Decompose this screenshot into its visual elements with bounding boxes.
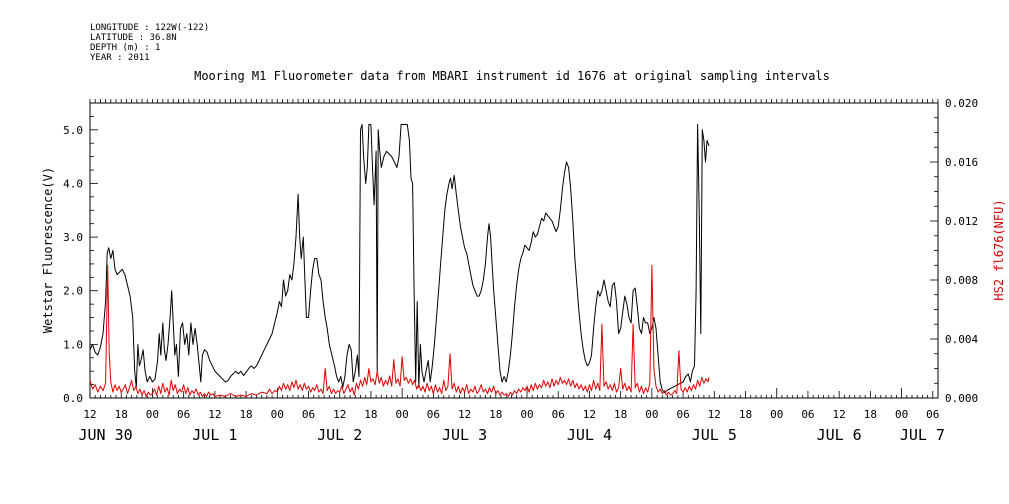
x-hour-label: 00	[895, 408, 908, 421]
left-tick-label: 4.0	[63, 177, 83, 190]
left-tick-label: 1.0	[63, 338, 83, 351]
metadata-longitude: LONGITUDE : 122W(-122)	[90, 23, 209, 33]
series-layer	[89, 124, 710, 397]
x-hour-label: 06	[177, 408, 190, 421]
right-tick-label: 0.000	[945, 392, 978, 405]
x-hour-label: 12	[208, 408, 221, 421]
x-hour-label: 12	[83, 408, 96, 421]
x-hour-label: 12	[333, 408, 346, 421]
x-hour-label: 06	[801, 408, 814, 421]
metadata-year: YEAR : 2011	[90, 53, 150, 63]
x-day-label: JUL 3	[442, 426, 487, 444]
x-day-label: JUL 1	[192, 426, 237, 444]
x-hour-label: 00	[770, 408, 783, 421]
x-hour-label: 12	[583, 408, 596, 421]
x-day-label: JUL 7	[900, 426, 945, 444]
right-tick-label: 0.004	[945, 333, 978, 346]
x-hour-label: 00	[396, 408, 409, 421]
x-hour-label: 06	[427, 408, 440, 421]
left-axis-title: Wetstar Fluorescence(V)	[41, 167, 55, 333]
x-hour-label: 18	[489, 408, 502, 421]
x-hour-label: 06	[926, 408, 939, 421]
left-tick-label: 3.0	[63, 231, 83, 244]
x-hour-label: 18	[614, 408, 627, 421]
x-hour-label: 18	[364, 408, 377, 421]
x-hour-label: 18	[115, 408, 128, 421]
series-line-hs2	[89, 264, 710, 397]
right-axis: 0.000 0.004 0.008 0.012 0.016 0.020	[930, 97, 978, 405]
x-day-label: JUN 30	[79, 426, 133, 444]
chart-title: Mooring M1 Fluorometer data from MBARI i…	[194, 69, 830, 83]
x-hour-label: 00	[146, 408, 159, 421]
top-minor-ticks	[89, 99, 939, 103]
x-hour-label: 18	[864, 408, 877, 421]
x-hour-label: 12	[458, 408, 471, 421]
plot-border	[89, 102, 939, 399]
series-line-wetstar	[89, 124, 710, 394]
metadata-block: LONGITUDE : 122W(-122) LATITUDE : 36.8N …	[90, 23, 209, 63]
right-tick-label: 0.012	[945, 215, 978, 228]
left-tick-label: 2.0	[63, 285, 83, 298]
x-day-label: JUL 6	[817, 426, 862, 444]
x-hour-label: 06	[676, 408, 689, 421]
x-axis: 12 18 00 06 12 18 00 06 12 18 00 06 12 18 00 06 12 18 00 06…	[79, 388, 945, 444]
x-hour-label: 00	[520, 408, 533, 421]
x-day-label: JUL 4	[567, 426, 612, 444]
x-day-label: JUL 5	[692, 426, 737, 444]
x-hour-label: 06	[552, 408, 565, 421]
x-day-label: JUL 2	[317, 426, 362, 444]
right-axis-title: HS2 fl676(NFU)	[992, 199, 1006, 300]
x-hour-label: 00	[271, 408, 284, 421]
x-hour-label: 00	[645, 408, 658, 421]
right-tick-label: 0.020	[945, 97, 978, 110]
x-hour-label: 18	[239, 408, 252, 421]
metadata-depth: DEPTH (m) : 1	[90, 43, 160, 53]
right-tick-label: 0.008	[945, 274, 978, 287]
x-hour-label: 12	[833, 408, 846, 421]
left-axis: 0.0 1.0 2.0 3.0 4.0 5.0	[63, 102, 98, 405]
metadata-latitude: LATITUDE : 36.8N	[90, 33, 177, 43]
x-hour-label: 12	[708, 408, 721, 421]
left-tick-label: 5.0	[63, 124, 83, 137]
x-hour-label: 18	[739, 408, 752, 421]
right-tick-label: 0.016	[945, 156, 978, 169]
left-tick-label: 0.0	[63, 392, 83, 405]
x-hour-label: 06	[302, 408, 315, 421]
plot-frame	[89, 102, 939, 399]
